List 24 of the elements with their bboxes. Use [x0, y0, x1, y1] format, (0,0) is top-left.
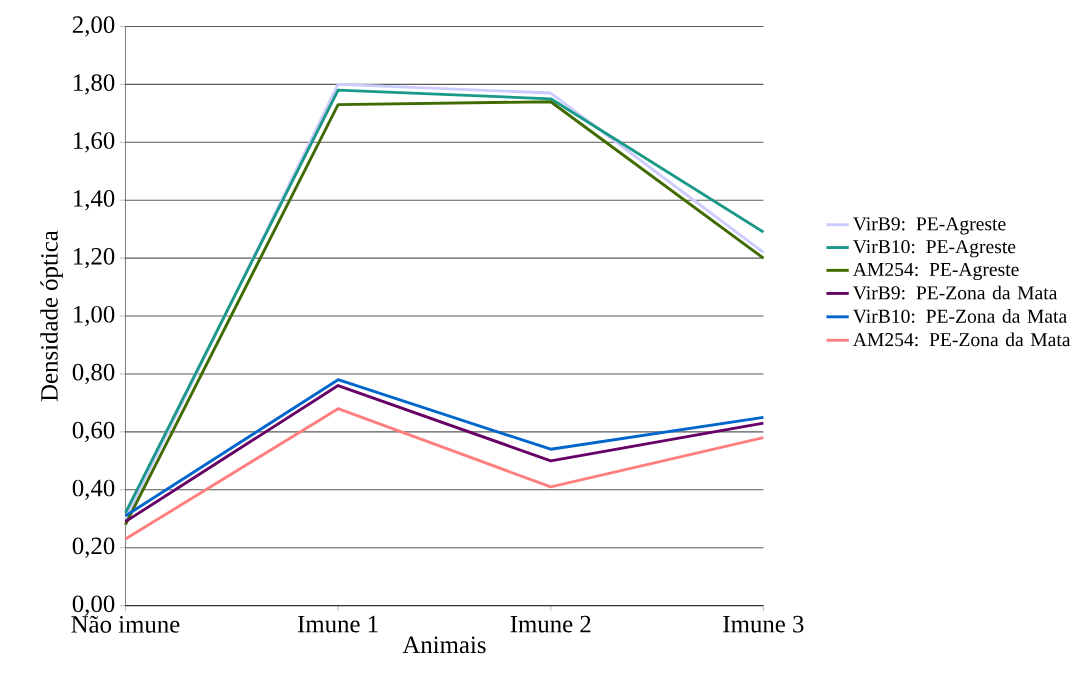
y-tick-label: 1,20 — [73, 248, 115, 269]
y-tick-label: 1,60 — [73, 132, 115, 153]
y-tick-label: 0,60 — [72, 421, 115, 443]
y-tick-label: 0,20 — [72, 537, 115, 558]
legend-label: VirB9: PE-Agreste — [853, 217, 1006, 235]
y-tick-label: 1,80 — [73, 74, 115, 95]
y-axis-title: Densidade óptica — [40, 230, 63, 402]
legend-label: AM254: PE-Zona da Mata — [852, 332, 1071, 347]
x-tick-label: Não imune — [71, 615, 180, 633]
legend-label: VirB10: PE-Zona da Mata — [853, 309, 1067, 324]
y-tick-label: 0,80 — [72, 363, 115, 385]
legend-label: VirB10: PE-Agreste — [853, 240, 1016, 258]
x-tick-label: Imune 2 — [510, 615, 591, 633]
y-tick-label: 1,40 — [73, 190, 115, 211]
x-tick-label: Imune 3 — [723, 615, 804, 633]
legend-label: AM254: PE-Agreste — [852, 262, 1019, 281]
y-tick-label: 0,40 — [72, 479, 115, 500]
x-axis-title: Animais — [402, 636, 486, 654]
y-tick-label: 1,00 — [73, 305, 115, 327]
y-tick-label: 0,00 — [72, 595, 115, 616]
legend-label: VirB9: PE-Zona da Mata — [853, 285, 1058, 300]
x-tick-label: Imune 1 — [297, 615, 378, 633]
y-tick-label: 2,00 — [72, 16, 115, 37]
line-series — [124, 407, 765, 541]
